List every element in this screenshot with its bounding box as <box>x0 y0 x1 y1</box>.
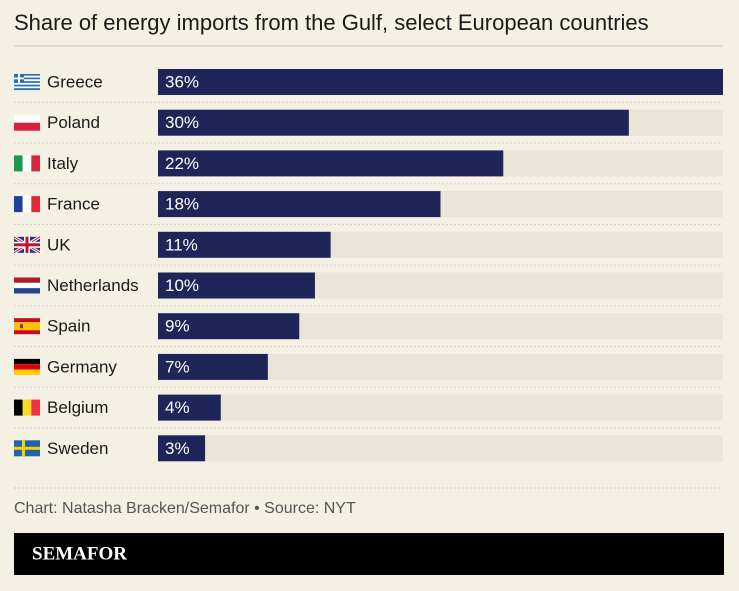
category-label: Spain <box>47 317 90 336</box>
category-label: UK <box>47 235 71 254</box>
flag-part <box>14 243 40 247</box>
value-label: 18% <box>165 195 199 214</box>
bar <box>158 109 629 136</box>
flag-icon <box>14 114 40 131</box>
value-label: 11% <box>165 235 198 254</box>
category-label: France <box>47 195 100 214</box>
bar <box>158 150 504 177</box>
flag-part <box>14 79 40 82</box>
flag-part <box>14 88 40 90</box>
category-label: Germany <box>47 357 117 376</box>
flag-icon <box>14 155 40 172</box>
bar <box>158 313 300 340</box>
bar <box>158 353 268 380</box>
bar <box>158 191 441 218</box>
bar <box>158 69 723 95</box>
flag-part <box>14 155 23 172</box>
brand-logo: SEMAFOR <box>32 543 127 564</box>
category-label: Sweden <box>47 439 108 458</box>
bar <box>158 272 315 299</box>
flag-part <box>14 75 40 78</box>
category-label: Poland <box>47 113 100 132</box>
bar <box>158 435 206 462</box>
flag-part <box>14 84 40 87</box>
flag-part <box>14 277 40 283</box>
category-label: Greece <box>47 72 103 91</box>
flag-part <box>20 324 23 329</box>
flag-part <box>14 330 40 335</box>
flag-icon <box>14 74 40 90</box>
source-note: Chart: Natasha Bracken/Semafor • Source:… <box>14 500 356 517</box>
flag-icon <box>13 235 41 255</box>
value-label: 10% <box>165 276 199 295</box>
flag-icon <box>14 318 40 335</box>
flag-icon <box>14 277 40 294</box>
flag-part <box>14 77 40 80</box>
flag-part <box>14 196 23 213</box>
value-label: 30% <box>165 113 199 132</box>
flag-part <box>31 155 40 172</box>
bar <box>158 394 221 421</box>
flag-part <box>14 399 23 416</box>
value-label: 4% <box>165 398 190 417</box>
flag-part <box>14 74 40 76</box>
flag-part <box>14 114 40 123</box>
value-label: 36% <box>165 72 199 91</box>
flag-part <box>14 81 40 83</box>
bar-track <box>158 394 723 421</box>
bar <box>158 231 331 258</box>
flag-part <box>14 77 24 80</box>
flag-part <box>14 364 40 370</box>
flag-part <box>22 196 32 213</box>
brand-bar <box>14 533 724 575</box>
flag-icon <box>14 358 40 375</box>
flag-part <box>14 369 40 375</box>
bar-track <box>158 435 723 462</box>
flag-part <box>14 86 40 89</box>
flag-part <box>14 358 40 365</box>
chart-title: Share of energy imports from the Gulf, s… <box>14 10 649 35</box>
value-label: 9% <box>165 317 190 336</box>
flag-part <box>22 155 32 172</box>
flag-part <box>14 446 40 450</box>
flag-part <box>14 322 40 331</box>
category-label: Netherlands <box>47 276 139 295</box>
value-label: 22% <box>165 154 199 173</box>
value-label: 7% <box>165 357 190 376</box>
category-label: Italy <box>47 154 79 173</box>
flag-icon <box>14 196 40 213</box>
flag-part <box>14 318 40 323</box>
flag-part <box>14 122 40 131</box>
flag-part <box>14 82 40 85</box>
flag-part <box>22 399 32 416</box>
category-label: Belgium <box>47 398 108 417</box>
flag-part <box>14 288 40 294</box>
flag-part <box>14 282 40 289</box>
flag-part <box>31 399 40 416</box>
flag-part <box>31 196 40 213</box>
value-label: 3% <box>165 439 190 458</box>
flag-icon <box>14 440 40 457</box>
flag-icon <box>14 399 40 416</box>
